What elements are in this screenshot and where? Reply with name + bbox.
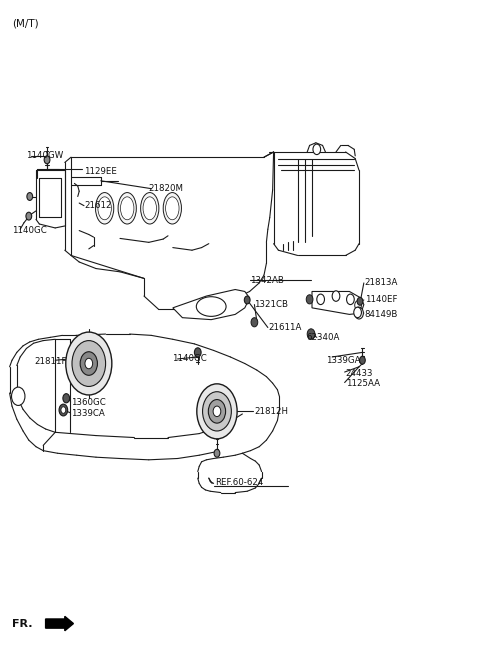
Circle shape — [357, 297, 363, 305]
FancyArrow shape — [46, 616, 73, 631]
Circle shape — [197, 384, 237, 439]
Ellipse shape — [143, 196, 156, 219]
Circle shape — [355, 301, 361, 310]
Text: 62340A: 62340A — [306, 333, 340, 343]
Text: 84149B: 84149B — [365, 310, 398, 319]
Text: 1140GW: 1140GW — [26, 151, 64, 160]
Circle shape — [213, 406, 221, 417]
Polygon shape — [173, 290, 250, 320]
Circle shape — [360, 356, 365, 364]
Circle shape — [354, 307, 361, 318]
Circle shape — [85, 358, 93, 369]
Circle shape — [66, 332, 112, 395]
Ellipse shape — [118, 193, 136, 224]
Circle shape — [12, 387, 25, 405]
Text: 1342AB: 1342AB — [250, 276, 284, 285]
Circle shape — [27, 193, 33, 200]
Text: 1321CB: 1321CB — [254, 300, 288, 309]
Text: (M/T): (M/T) — [12, 18, 38, 28]
Text: 24433: 24433 — [346, 369, 373, 378]
Circle shape — [59, 404, 68, 416]
Ellipse shape — [120, 196, 134, 219]
Circle shape — [61, 407, 66, 413]
Circle shape — [317, 294, 324, 305]
Text: 1360GC: 1360GC — [71, 398, 106, 407]
Circle shape — [194, 348, 201, 357]
Circle shape — [214, 449, 220, 457]
Circle shape — [307, 329, 315, 339]
Circle shape — [251, 318, 258, 327]
Ellipse shape — [141, 193, 159, 224]
Polygon shape — [312, 291, 364, 314]
Circle shape — [203, 392, 231, 431]
Ellipse shape — [98, 196, 111, 219]
Ellipse shape — [163, 193, 181, 224]
Circle shape — [347, 294, 354, 305]
Circle shape — [63, 394, 70, 403]
Text: 21812H: 21812H — [254, 407, 288, 416]
Text: 21813A: 21813A — [365, 278, 398, 288]
Ellipse shape — [96, 193, 114, 224]
Circle shape — [355, 307, 363, 319]
Text: REF.60-624: REF.60-624 — [215, 477, 264, 487]
Circle shape — [313, 144, 321, 155]
Text: 1140EF: 1140EF — [365, 295, 397, 305]
Text: 1339GA: 1339GA — [326, 356, 361, 365]
Text: 1140GC: 1140GC — [12, 226, 47, 235]
Circle shape — [80, 352, 97, 375]
Circle shape — [306, 295, 313, 304]
Text: 1140GC: 1140GC — [172, 354, 206, 364]
Text: 21612: 21612 — [84, 201, 111, 210]
Text: 1339CA: 1339CA — [71, 409, 105, 419]
Text: 1129EE: 1129EE — [84, 167, 117, 176]
Text: 1125AA: 1125AA — [346, 379, 380, 388]
Text: FR.: FR. — [12, 618, 33, 629]
Circle shape — [26, 212, 32, 220]
Circle shape — [72, 341, 106, 386]
Circle shape — [244, 296, 250, 304]
Ellipse shape — [166, 196, 179, 219]
Text: 21611A: 21611A — [269, 323, 302, 332]
Circle shape — [355, 307, 361, 316]
Circle shape — [208, 400, 226, 423]
Text: 21811F: 21811F — [35, 357, 67, 366]
Ellipse shape — [196, 297, 226, 316]
Text: 21820M: 21820M — [149, 184, 184, 193]
Circle shape — [44, 156, 50, 164]
Circle shape — [332, 291, 340, 301]
